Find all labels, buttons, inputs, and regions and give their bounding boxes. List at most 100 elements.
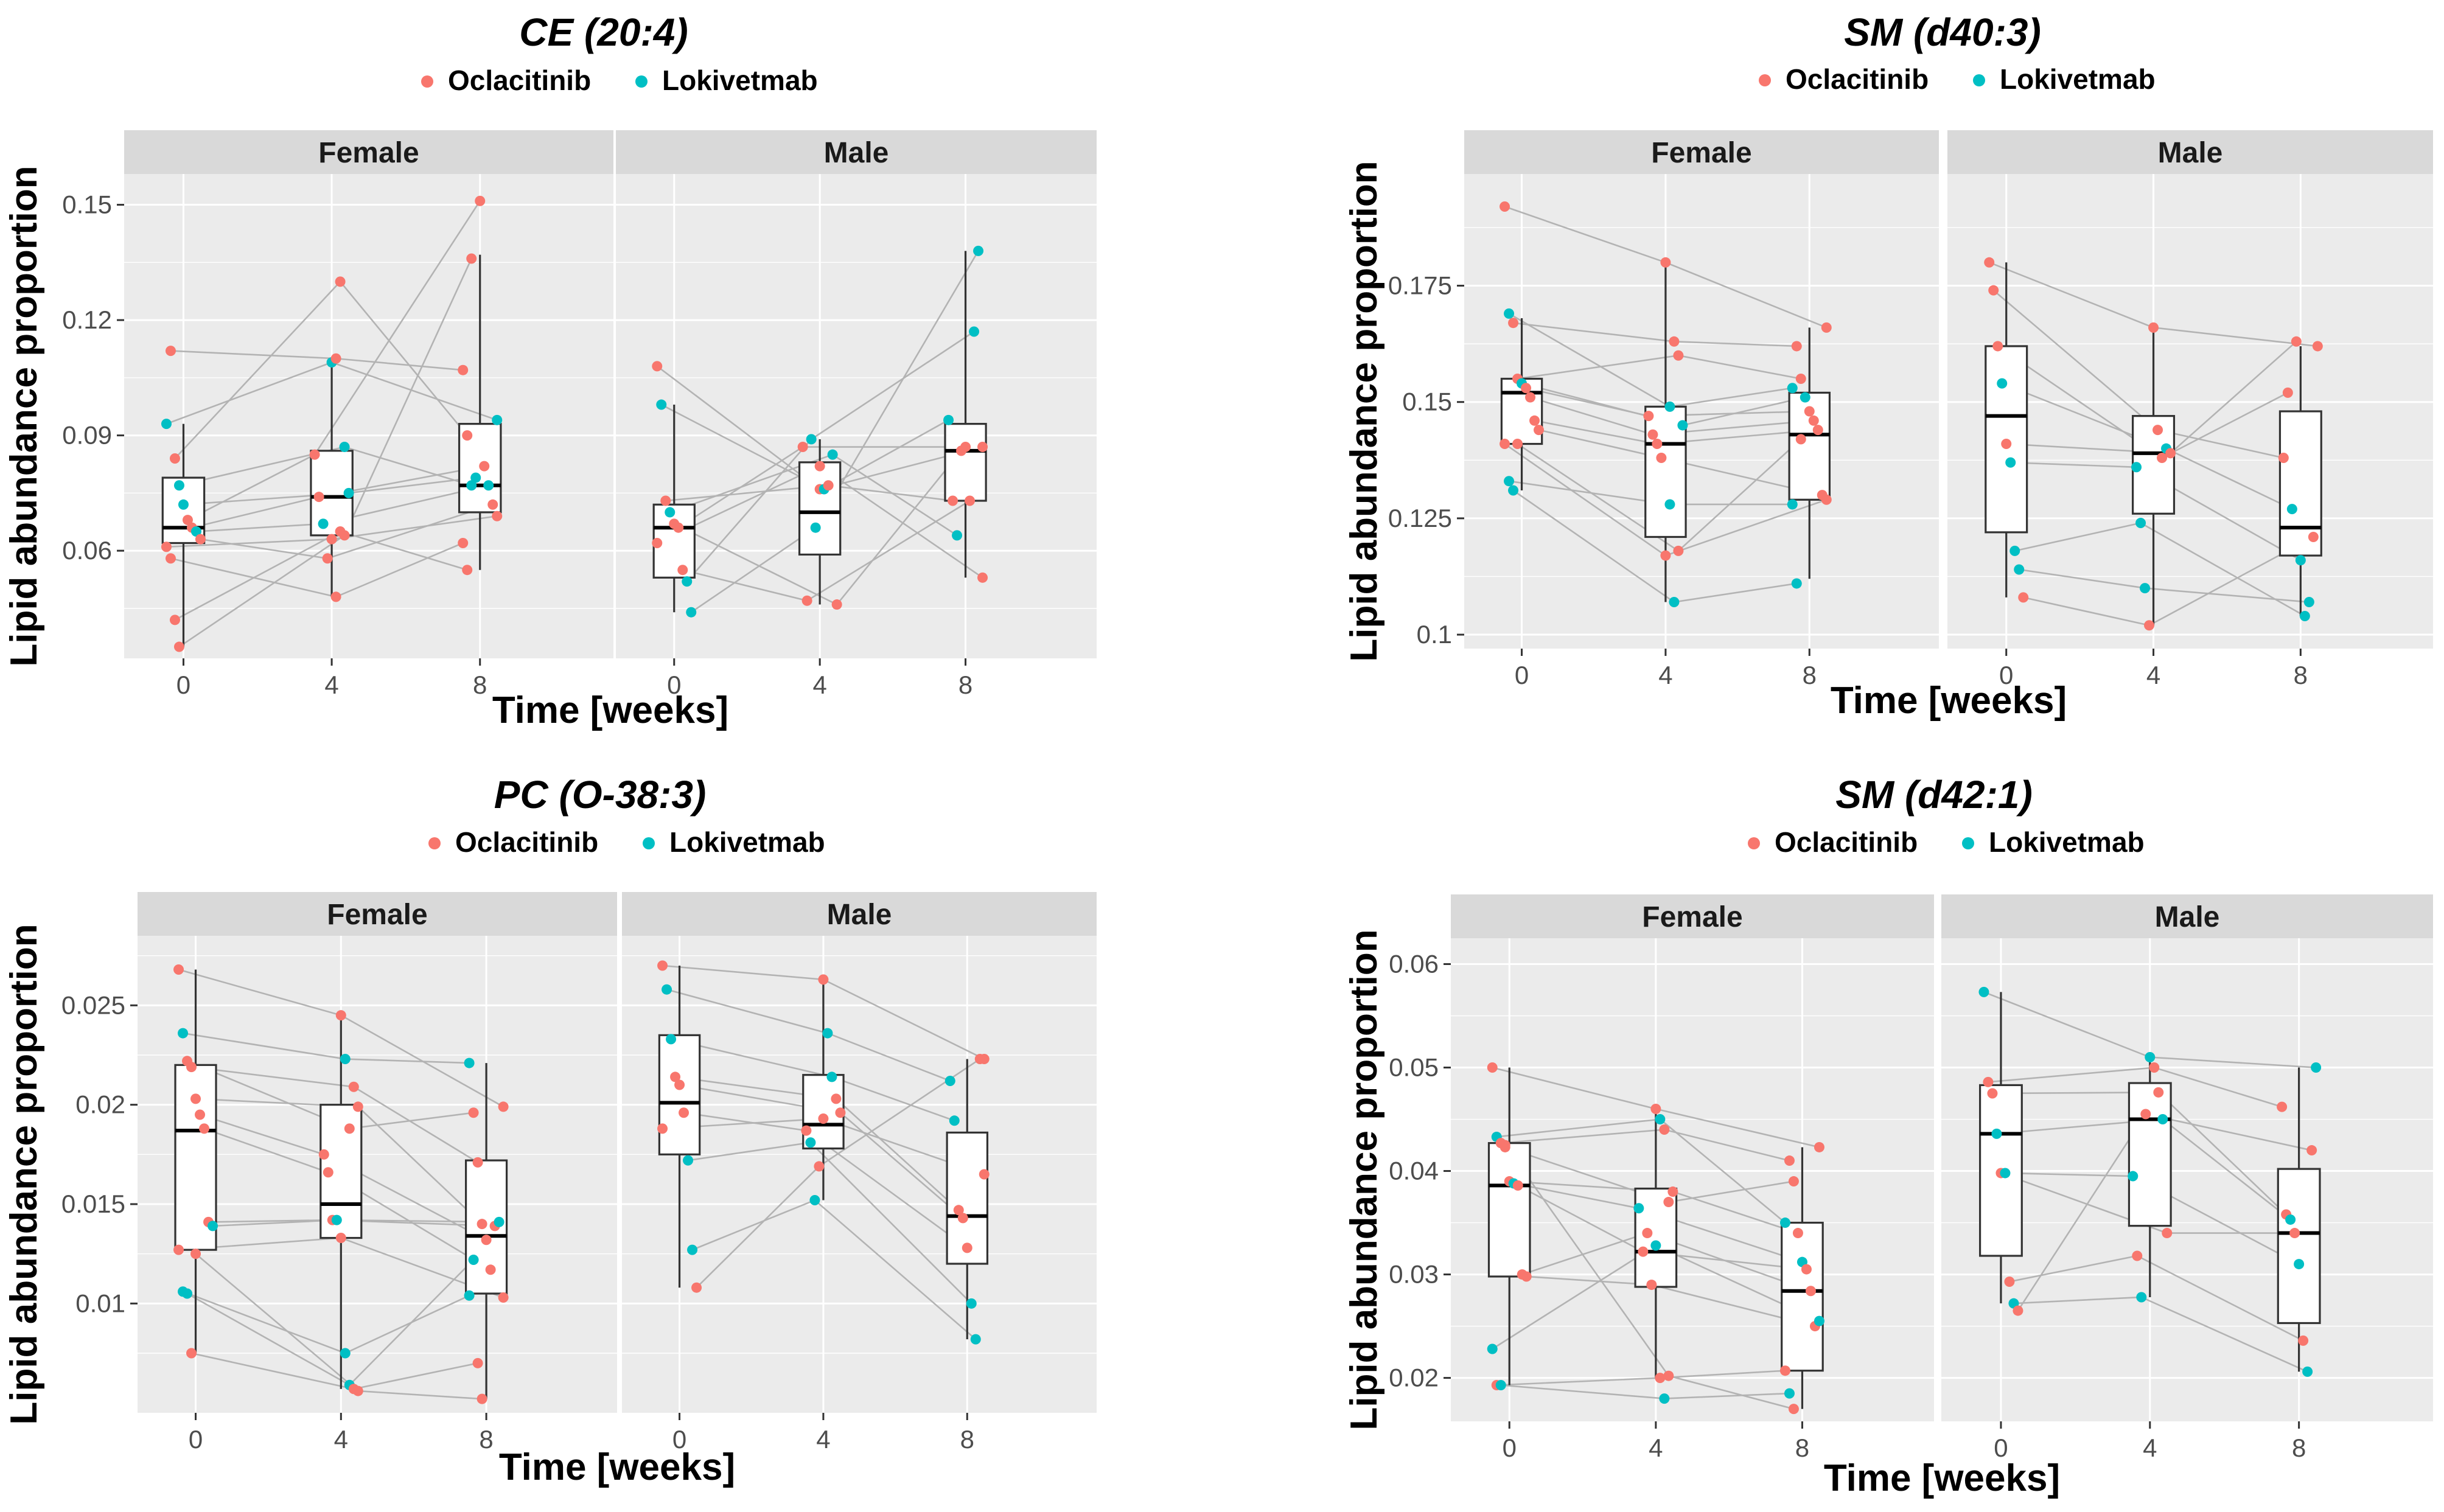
data-point-oclacitinib (1795, 373, 1806, 384)
data-point-oclacitinib (1529, 415, 1540, 426)
panel-background (1451, 938, 1934, 1421)
data-point-oclacitinib (309, 449, 320, 460)
data-point-lokivetmab (2302, 1366, 2313, 1377)
legend-swatch-oclacitinib (428, 837, 441, 849)
data-point-lokivetmab (1814, 1315, 1824, 1326)
data-point-oclacitinib (186, 1348, 197, 1359)
data-point-oclacitinib (468, 1107, 479, 1118)
data-point-oclacitinib (2018, 592, 2029, 603)
data-point-oclacitinib (2157, 452, 2168, 463)
box-iqr (2278, 410, 2322, 557)
data-point-oclacitinib (485, 1264, 496, 1275)
data-point-oclacitinib (173, 641, 184, 652)
facet-label: Female (1651, 137, 1751, 169)
data-point-lokivetmab (683, 1155, 694, 1166)
data-point-lokivetmab (470, 472, 481, 483)
data-point-oclacitinib (492, 510, 503, 521)
data-point-lokivetmab (1791, 578, 1802, 589)
data-point-lokivetmab (2299, 610, 2310, 621)
data-point-oclacitinib (344, 1123, 355, 1134)
box-iqr (1487, 1142, 1531, 1278)
x-tick-label: 4 (1649, 1434, 1663, 1462)
y-axis-title: Lipid abundance proportion (3, 165, 45, 666)
data-point-lokivetmab (340, 1348, 351, 1359)
x-tick-label: 8 (2294, 661, 2308, 689)
data-point-lokivetmab (464, 1057, 475, 1068)
subplot-4: SM (d42:1) Oclacitinib Lokivetmab Female 0 4 8… (1343, 773, 2433, 1499)
data-point-lokivetmab (468, 1254, 479, 1265)
data-point-lokivetmab (1655, 1114, 1666, 1125)
y-axis-title: Lipid abundance proportion (3, 924, 45, 1424)
data-point-oclacitinib (673, 522, 684, 533)
data-point-oclacitinib (1643, 411, 1654, 422)
data-point-oclacitinib (823, 480, 834, 491)
data-point-oclacitinib (323, 1167, 333, 1178)
data-point-lokivetmab (822, 1028, 833, 1039)
facet-male: Male 0 4 8 (622, 892, 1097, 1454)
data-point-lokivetmab (1779, 1218, 1790, 1228)
data-point-lokivetmab (952, 530, 963, 541)
legend-swatch-lokivetmab (1962, 837, 1974, 849)
data-point-lokivetmab (1508, 485, 1519, 496)
data-point-oclacitinib (2140, 1109, 2151, 1120)
legend-swatch-oclacitinib (421, 75, 433, 88)
data-point-lokivetmab (1669, 597, 1680, 608)
data-point-oclacitinib (670, 1071, 681, 1082)
panel-background (1464, 174, 1939, 649)
data-point-oclacitinib (2013, 1305, 2023, 1316)
data-point-lokivetmab (2014, 564, 2025, 575)
data-point-lokivetmab (2140, 583, 2151, 594)
data-point-oclacitinib (472, 1157, 483, 1168)
facet-female: Female 0 4 8 0.02 0.03 0.04 0.05 0.06 (1389, 894, 1934, 1462)
data-point-lokivetmab (810, 522, 821, 533)
x-tick-label: 0 (1999, 661, 2013, 689)
data-point-oclacitinib (1805, 1286, 1816, 1297)
x-tick-label: 8 (2292, 1434, 2306, 1462)
data-point-oclacitinib (1500, 201, 1510, 212)
data-point-oclacitinib (1821, 494, 1832, 505)
data-point-lokivetmab (2303, 597, 2314, 608)
data-point-oclacitinib (479, 461, 490, 472)
data-point-oclacitinib (330, 353, 341, 364)
data-point-oclacitinib (814, 461, 825, 472)
data-point-oclacitinib (195, 1109, 206, 1120)
data-point-lokivetmab (943, 414, 954, 425)
data-point-oclacitinib (977, 572, 988, 583)
data-point-lokivetmab (331, 1214, 342, 1225)
data-point-lokivetmab (1677, 420, 1688, 431)
y-tick-label: 0.015 (61, 1190, 125, 1218)
data-point-oclacitinib (2152, 425, 2163, 436)
data-point-lokivetmab (2005, 457, 2016, 468)
facet-label: Male (827, 899, 892, 931)
legend-label-lokivetmab: Lokivetmab (1989, 826, 2145, 858)
y-tick-label: 0.12 (62, 305, 112, 334)
data-point-oclacitinib (1512, 1180, 1523, 1191)
data-point-oclacitinib (335, 276, 346, 287)
subplot-2: SM (d40:3) Oclacitinib Lokivetmab Female 0 4 8… (1343, 10, 2433, 722)
data-point-oclacitinib (462, 430, 473, 441)
data-point-lokivetmab (973, 245, 984, 256)
data-point-lokivetmab (190, 526, 201, 537)
data-point-oclacitinib (1660, 550, 1671, 561)
data-point-oclacitinib (977, 442, 988, 453)
x-tick-label: 8 (1803, 661, 1817, 689)
data-point-lokivetmab (805, 1137, 816, 1148)
data-point-oclacitinib (2004, 1276, 2015, 1287)
box-iqr (2277, 1168, 2321, 1325)
x-axis-title: Time [weeks] (492, 689, 728, 731)
data-point-oclacitinib (1792, 1228, 1803, 1239)
box-iqr (1781, 1221, 1824, 1372)
data-point-oclacitinib (458, 537, 469, 548)
legend-label-oclacitinib: Oclacitinib (1775, 826, 1918, 858)
legend-label-oclacitinib: Oclacitinib (455, 826, 598, 858)
facet-male: Male 0 4 8 (616, 130, 1097, 699)
data-point-lokivetmab (2286, 504, 2297, 515)
data-point-lokivetmab (339, 442, 350, 453)
x-tick-label: 4 (334, 1425, 348, 1454)
data-point-lokivetmab (2128, 1171, 2138, 1182)
data-point-lokivetmab (2311, 1062, 2322, 1073)
y-tick-label: 0.125 (1388, 504, 1452, 532)
data-point-lokivetmab (806, 434, 817, 445)
data-point-lokivetmab (1997, 378, 2008, 389)
data-point-lokivetmab (666, 1034, 677, 1045)
